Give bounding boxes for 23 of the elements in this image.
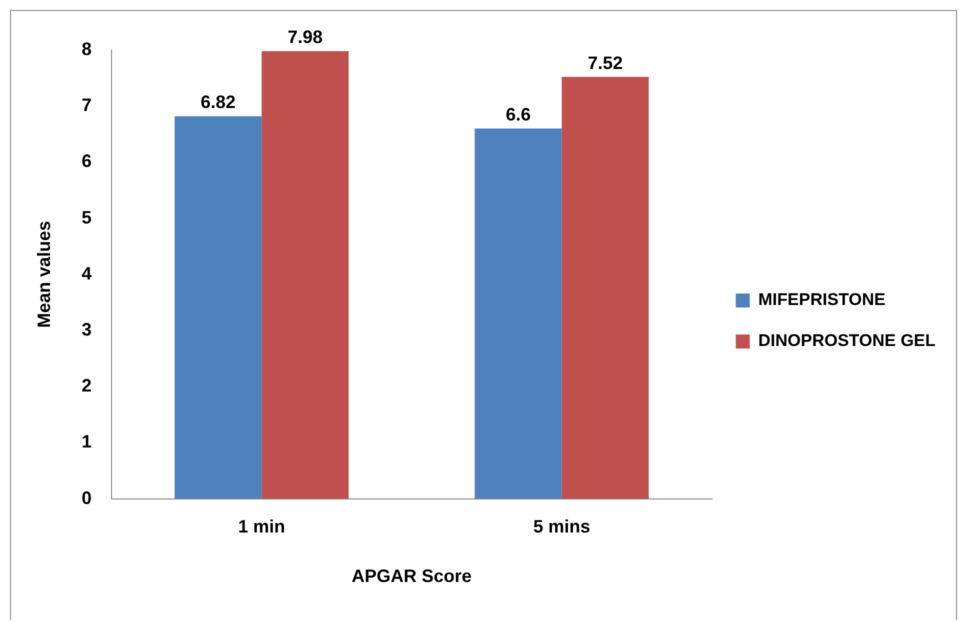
data-label: 7.52: [588, 52, 623, 73]
x-axis-title: APGAR Score: [352, 566, 472, 586]
y-tick-label: 0: [82, 488, 92, 508]
bar: [562, 76, 649, 499]
y-tick-label: 3: [82, 319, 92, 340]
data-label: 6.82: [200, 92, 236, 112]
y-tick-label: 2: [82, 376, 92, 396]
bar: [174, 116, 262, 499]
x-tick-label: 1 min: [238, 516, 286, 537]
bar: [474, 128, 562, 499]
data-label: 6.6: [506, 104, 531, 125]
legend-label: DINOPROSTONE GEL: [758, 331, 936, 350]
y-tick-label: 5: [82, 207, 92, 228]
legend-label: MIFEPRISTONE: [758, 290, 886, 310]
bar: [262, 51, 349, 499]
y-axis-title: Mean values: [34, 220, 54, 328]
y-tick-label: 6: [82, 151, 92, 172]
y-tick-label: 7: [82, 95, 92, 116]
x-tick-label: 5 mins: [533, 516, 590, 537]
data-label: 7.98: [288, 27, 323, 48]
y-tick-label: 4: [82, 263, 92, 284]
y-tick-label: 8: [82, 38, 92, 59]
y-tick-label: 1: [82, 432, 92, 452]
